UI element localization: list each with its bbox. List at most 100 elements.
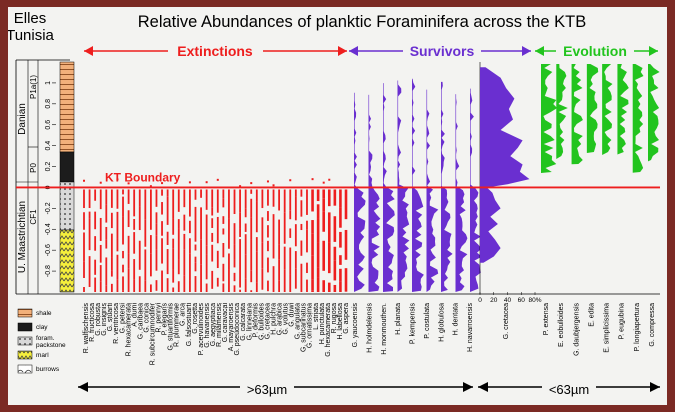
group-label-survivors: Survivors [410, 43, 475, 59]
extinction-range-dot [239, 185, 242, 188]
zone-p1a: P1a(1) [29, 75, 38, 99]
taxon-label: G. hexacamerata [325, 303, 332, 357]
extinction-range-bar [250, 198, 253, 218]
extinction-range-bar [306, 220, 308, 230]
extinction-range-bar [194, 262, 197, 272]
taxon-label: E. edita [588, 303, 595, 327]
extinction-range-bar [155, 280, 158, 291]
extinction-range-bar [239, 228, 241, 237]
extinction-range-bar [216, 250, 219, 269]
extinction-range-bar [105, 204, 108, 223]
evolution-area [602, 64, 613, 155]
extinction-range-bar [105, 226, 108, 240]
extinction-range-bar [216, 216, 219, 244]
evolution-abundance [541, 64, 660, 174]
extinction-range-bar [172, 238, 175, 249]
extinction-range-bar [239, 189, 241, 213]
group-label-extinctions: Extinctions [177, 43, 253, 59]
group-evolution: Evolution [535, 40, 658, 60]
taxon-label: G. duwi [289, 303, 296, 327]
extinction-range-bar [127, 210, 130, 228]
extinction-range-bar [200, 239, 202, 265]
extinction-range-bar [233, 291, 236, 292]
extinction-range-bar [177, 259, 180, 275]
extinction-range-bar [149, 235, 152, 254]
extinction-range-bar [149, 189, 152, 205]
extinction-range-bar [333, 284, 337, 292]
extinction-range-bar [183, 249, 186, 276]
extinction-range-bar [316, 189, 320, 202]
extinction-range-bar [194, 189, 197, 200]
extinction-range-bar [205, 283, 208, 292]
extinction-range-bar [189, 238, 191, 254]
taxon-label: E. simplicissima [604, 303, 611, 353]
chart-panel: Elles Tunisia Relative Abundances of pla… [8, 7, 667, 405]
legend-label-burrows: burrows [36, 366, 60, 373]
extinction-range-bar [233, 244, 236, 260]
extinction-range-bar [306, 189, 308, 215]
extinction-range-bar [94, 277, 97, 292]
stage-maastrichtian: U. Maastrichtian [17, 201, 28, 273]
extinction-range-bar [261, 242, 264, 269]
legend-swatch-burrows [17, 364, 33, 374]
taxon-label: G. aspera [343, 303, 350, 334]
extinction-range-bar [205, 254, 208, 280]
kt-boundary-label: KT Boundary [105, 170, 181, 184]
extinction-range-bar [183, 233, 186, 250]
extinction-range-bar [194, 244, 197, 251]
extinction-range-bar [283, 212, 286, 244]
survivor-area [426, 89, 439, 292]
taxon-label: H. monmouthen. [381, 303, 388, 355]
locality-line-1: Elles [14, 10, 47, 27]
extinction-range-bar [211, 207, 214, 216]
pct-tick-label: 20 [490, 297, 498, 304]
zone-p0: P0 [29, 163, 38, 173]
extinction-range-bar [88, 211, 91, 219]
depth-tick-label: -0.8 [45, 265, 52, 277]
taxon-label: P. extensa [543, 303, 550, 335]
extinction-range-bar [261, 189, 264, 209]
extinction-range-bar [138, 276, 141, 292]
extinction-range-bar [294, 196, 297, 221]
taxon-label: G. volutus [283, 303, 290, 335]
extinction-range-bar [172, 218, 175, 235]
litho-shale [59, 61, 75, 153]
survivor-area [441, 81, 453, 292]
extinction-range-dot [250, 182, 253, 185]
survivor-abundance [354, 78, 482, 292]
extinction-range-bar [255, 282, 258, 292]
extinction-range-bar [144, 280, 147, 292]
taxon-label: R. rugosa [331, 303, 338, 333]
chart-title: Relative Abundances of planktic Foramini… [138, 13, 586, 31]
evolution-area [586, 64, 599, 154]
taxon-label: R. hexacamerata [125, 303, 132, 356]
depth-tick-label: 0.8 [45, 99, 52, 109]
extinction-range-bar [311, 255, 314, 280]
extinction-range-bar [155, 223, 158, 236]
depth-tick-label: 0.2 [45, 162, 52, 172]
depth-tick-label: 0.4 [45, 141, 52, 151]
taxon-label: G. rosetta [192, 303, 199, 334]
taxon-label: R. milamensis [216, 303, 223, 347]
extinction-range-bar [344, 268, 348, 292]
extinction-range-bar [216, 189, 219, 213]
g-cretacea-area [480, 67, 530, 263]
taxon-label: R. walfischensis [83, 303, 90, 354]
extinction-range-bar [172, 248, 175, 270]
extinction-range-bar [183, 275, 186, 292]
extinction-range-bar [311, 220, 314, 234]
extinction-range-bar [105, 257, 108, 286]
extinction-range-bar [244, 208, 247, 218]
legend-swatch-clay [17, 322, 33, 332]
extinction-range-bar [278, 219, 281, 245]
extinction-range-bar [166, 189, 169, 197]
extinction-range-bar [211, 232, 214, 242]
taxon-label: P. costulata [424, 303, 431, 339]
extinction-range-bar [289, 210, 292, 220]
extinction-range-bar [211, 189, 214, 208]
extinction-range-bar [222, 283, 225, 292]
depth-tick-label: -0.6 [45, 244, 52, 256]
extinction-range-bar [278, 244, 281, 260]
taxon-label: G. stuarti [107, 303, 114, 332]
extinction-range-bar [194, 276, 197, 292]
